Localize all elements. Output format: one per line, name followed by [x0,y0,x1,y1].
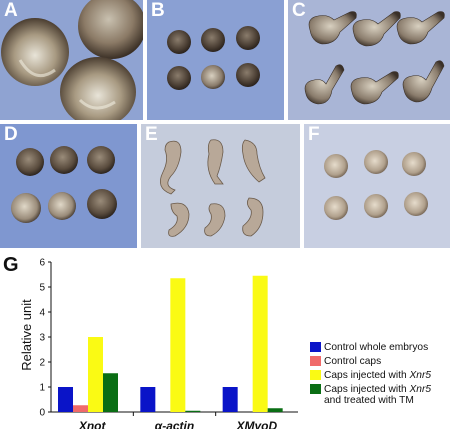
legend-swatch-blue [310,342,321,352]
embryo-photo-d [0,124,137,248]
legend-swatch-green [310,384,321,394]
bar-xnot-series-4 [103,373,118,412]
bar-xnot-series-2 [73,405,88,412]
bar-actin-series-3 [170,278,186,412]
legend-label: Caps injected with Xnr5 [324,370,432,381]
chart-tick-labels: 0 1 2 3 4 5 6 Xnot α-actin XMyoD [39,258,277,429]
panel-b-bg [147,0,284,120]
bar-actin-series-4 [185,410,201,412]
panel-label-g: G [3,254,19,276]
chart-bars [58,275,283,412]
panel-label-d: D [4,124,18,145]
panel-d-bg [0,124,137,248]
legend-item-control-caps: Control caps [310,356,381,367]
legend-label: Caps injected with Xnr5 and treated with … [324,384,432,406]
legend-swatch-yellow [310,370,321,380]
y-tick-label: 1 [39,383,45,394]
legend-label: Control whole embryos [324,342,429,353]
bar-xmyod-series-1 [222,387,238,412]
y-tick-label: 0 [39,408,45,419]
x-category-label: XMyoD [235,419,277,429]
x-category-label: α-actin [155,419,194,429]
panel-a: A [0,0,143,120]
bar-xmyod-series-3 [252,275,268,412]
panel-b: B [147,0,284,120]
panel-label-a: A [4,0,18,21]
bar-actin-series-1 [140,387,156,412]
legend-swatch-red [310,356,321,366]
panel-f-bg [304,124,450,248]
bar-xmyod-series-4 [267,408,283,412]
bar-xnot-series-1 [58,387,73,412]
x-category-label: Xnot [78,419,107,429]
y-tick-label: 4 [39,308,45,319]
panel-c: C [288,0,450,120]
embryo-photo-b [147,0,284,120]
panel-d: D [0,124,137,248]
legend-item-caps-injected-xnr5: Caps injected with Xnr5 [310,370,431,381]
legend-label: Control caps [324,356,382,367]
legend-item-caps-injected-xnr5-tm: Caps injected with Xnr5 and treated with … [310,384,431,406]
panel-e: E [141,124,300,248]
panel-label-b: B [151,0,165,21]
embryo-photo-c [288,0,450,120]
y-tick-label: 5 [39,283,45,294]
bar-xnot-series-3 [88,337,103,412]
y-tick-label: 2 [39,358,45,369]
legend-item-control-whole-embryos: Control whole embryos [310,342,428,353]
embryo-photo-a [0,0,143,120]
y-tick-label: 3 [39,333,45,344]
y-axis-label: Relative unit [19,299,34,371]
bar-chart: 0 1 2 3 4 5 6 Xnot α-actin XMyoD Relative unit [19,258,298,429]
panel-label-f: F [308,124,320,145]
embryo-photo-f [304,124,450,248]
embryo-photo-e [141,124,300,248]
panel-label-c: C [292,0,306,21]
panel-label-e: E [145,124,158,145]
panel-f: F [304,124,450,248]
y-tick-label: 6 [39,258,45,269]
